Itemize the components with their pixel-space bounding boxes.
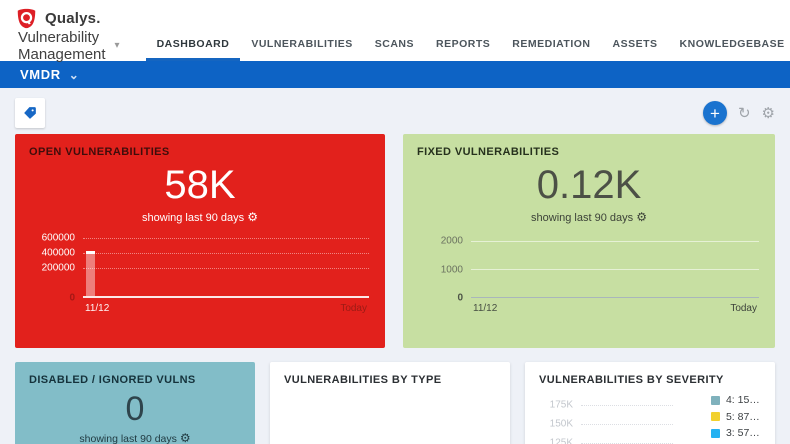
subtitle-text: showing last 90 days	[142, 212, 245, 224]
widgets-row-1: OPEN VULNERABILITIES 58K showing last 90…	[15, 134, 775, 348]
nav-tabs: DASHBOARD VULNERABILITIES SCANS REPORTS …	[145, 30, 790, 61]
severity-legend: 4: 15… 5: 87… 3: 57… 2: 9605	[710, 394, 761, 444]
fixed-vulns-chart: 2000 1000 0 11/12 Today	[417, 235, 761, 314]
x-end-label: Today	[340, 303, 367, 314]
refresh-icon[interactable]: ↻	[737, 105, 751, 122]
y-tick: 125K	[549, 437, 573, 444]
tag-icon	[24, 107, 36, 119]
legend-label: 4: 15…	[725, 394, 760, 406]
tab-remediation[interactable]: REMEDIATION	[512, 38, 591, 50]
dashboard-content: + ↻ ⚙ OPEN VULNERABILITIES 58K showing l…	[0, 88, 790, 444]
legend-item: 5: 87…	[710, 410, 761, 423]
toolbar-actions: + ↻ ⚙	[702, 101, 775, 125]
subtitle-text: showing last 90 days	[531, 212, 634, 224]
y-tick: 1000	[440, 264, 463, 276]
logo-row: Qualys.	[0, 0, 790, 30]
tab-dashboard[interactable]: DASHBOARD	[145, 30, 241, 61]
tab-reports[interactable]: REPORTS	[436, 38, 491, 50]
widget-settings-icon[interactable]: ⚙	[636, 210, 647, 224]
vmdr-selector[interactable]: VMDR	[20, 67, 61, 82]
y-tick: 400000	[41, 247, 75, 259]
tab-assets[interactable]: ASSETS	[612, 38, 658, 50]
tab-knowledgebase[interactable]: KNOWLEDGEBASE	[679, 38, 785, 50]
card-subtitle: showing last 90 days ⚙	[29, 431, 241, 444]
x-axis-line	[471, 296, 759, 298]
vmdr-caret-icon[interactable]: ⌄	[68, 67, 79, 82]
x-axis-line	[83, 296, 369, 298]
vulnerabilities-by-severity-card: VULNERABILITIES BY SEVERITY 175K 150K 12…	[525, 362, 775, 444]
add-widget-button[interactable]: +	[702, 101, 727, 125]
open-vulns-count: 58K	[164, 163, 236, 207]
context-bar: VMDR ⌄	[0, 61, 790, 88]
legend-swatch-sev4	[710, 395, 720, 405]
x-end-label: Today	[730, 303, 757, 314]
tag-filter-button[interactable]	[15, 98, 45, 128]
app-header: Qualys. Vulnerability Management ▾ DASHB…	[0, 0, 790, 63]
card-title: DISABLED / IGNORED VULNS	[29, 374, 196, 386]
module-caret-icon[interactable]: ▾	[114, 40, 120, 51]
subtitle-text: showing last 90 days	[79, 433, 177, 444]
x-start-label: 11/12	[85, 303, 110, 314]
vulnerabilities-by-type-card: VULNERABILITIES BY TYPE	[270, 362, 510, 444]
widgets-row-2: DISABLED / IGNORED VULNS 0 showing last …	[15, 362, 775, 444]
disabled-ignored-card: DISABLED / IGNORED VULNS 0 showing last …	[15, 362, 255, 444]
tab-vulnerabilities[interactable]: VULNERABILITIES	[251, 38, 353, 50]
legend-item: 3: 57…	[710, 427, 761, 439]
qualys-logo-icon	[16, 8, 37, 29]
dashboard-settings-icon[interactable]: ⚙	[761, 105, 775, 122]
open-vulnerabilities-card: OPEN VULNERABILITIES 58K showing last 90…	[15, 134, 385, 348]
card-title: VULNERABILITIES BY SEVERITY	[539, 374, 724, 386]
card-title: FIXED VULNERABILITIES	[417, 146, 560, 158]
card-subtitle: showing last 90 days ⚙	[29, 210, 371, 224]
y-tick: 600000	[41, 232, 75, 244]
open-vulns-chart: 600000 400000 200000 0 11/12 Today	[29, 233, 371, 314]
legend-label: 5: 87…	[725, 410, 760, 423]
disabled-vulns-count: 0	[125, 390, 145, 428]
x-start-label: 11/12	[473, 303, 498, 314]
widget-settings-icon[interactable]: ⚙	[179, 431, 191, 444]
widget-settings-icon[interactable]: ⚙	[247, 210, 258, 224]
legend-item: 4: 15…	[710, 394, 761, 406]
main-nav: Vulnerability Management ▾ DASHBOARD VUL…	[0, 28, 790, 63]
y-tick-zero: 0	[69, 292, 75, 304]
dashboard-toolbar: + ↻ ⚙	[15, 96, 775, 130]
legend-label: 3: 57…	[725, 427, 760, 439]
open-vuln-bar	[86, 251, 95, 296]
plot-area	[83, 238, 369, 298]
y-tick: 2000	[440, 235, 463, 247]
y-tick-zero: 0	[457, 292, 463, 304]
y-tick: 175K	[549, 399, 573, 411]
tab-scans[interactable]: SCANS	[374, 38, 415, 50]
card-title: VULNERABILITIES BY TYPE	[284, 374, 442, 386]
y-tick: 150K	[549, 418, 573, 430]
card-title: OPEN VULNERABILITIES	[29, 146, 170, 158]
legend-swatch-sev3	[710, 428, 720, 438]
severity-chart: 175K 150K 125K 4: 15… 5: 87…	[539, 394, 761, 444]
legend-swatch-sev5	[710, 412, 720, 421]
y-tick: 200000	[41, 262, 75, 274]
brand-text: Qualys.	[45, 9, 101, 27]
fixed-vulnerabilities-card: FIXED VULNERABILITIES 0.12K showing last…	[403, 134, 775, 348]
fixed-vulns-count: 0.12K	[536, 163, 642, 207]
plot-area	[471, 238, 759, 298]
card-subtitle: showing last 90 days ⚙	[417, 210, 761, 224]
module-selector[interactable]: Vulnerability Management	[18, 28, 106, 63]
